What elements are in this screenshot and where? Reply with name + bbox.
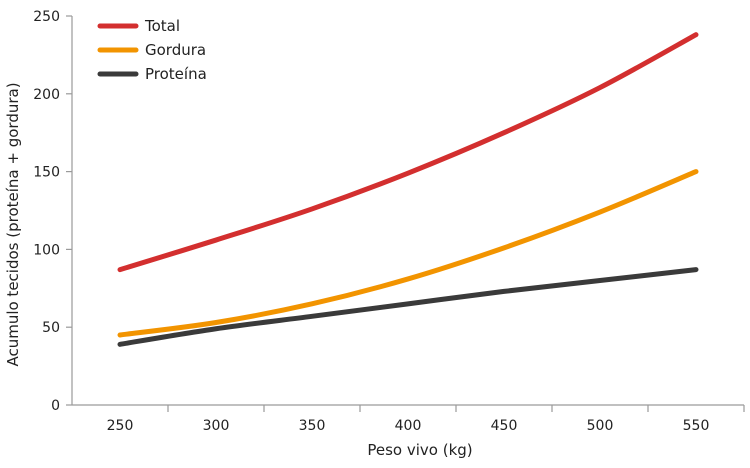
x-tick-label: 300	[203, 418, 230, 434]
y-tick-label: 250	[33, 9, 60, 25]
series-lines	[117, 32, 699, 347]
legend-label: Gordura	[145, 41, 206, 59]
x-tick-label: 450	[491, 418, 518, 434]
x-tick-label: 500	[587, 418, 614, 434]
x-tick-label: 350	[299, 418, 326, 434]
y-tick-label: 200	[33, 87, 60, 103]
x-tick-label: 550	[683, 418, 710, 434]
series-line-proteína	[117, 267, 699, 347]
y-tick-label: 150	[33, 165, 60, 181]
legend-label: Proteína	[145, 65, 207, 83]
y-tick-label: 100	[33, 242, 60, 258]
x-tick-label: 250	[107, 418, 134, 434]
y-tick-label: 50	[42, 320, 60, 336]
x-axis-title: Peso vivo (kg)	[367, 441, 472, 459]
axes: 0 50 100 150 200 250 250 300 350 400 450 500 550	[33, 9, 745, 434]
y-tick-label: 0	[51, 398, 60, 414]
y-axis-title: Acumulo tecidos (proteína + gordura)	[4, 82, 22, 366]
x-tick-label: 400	[395, 418, 422, 434]
series-line-total	[117, 32, 699, 273]
series-line-gordura	[117, 169, 699, 338]
legend-label: Total	[144, 17, 180, 35]
legend: Total Gordura Proteína	[97, 17, 207, 83]
